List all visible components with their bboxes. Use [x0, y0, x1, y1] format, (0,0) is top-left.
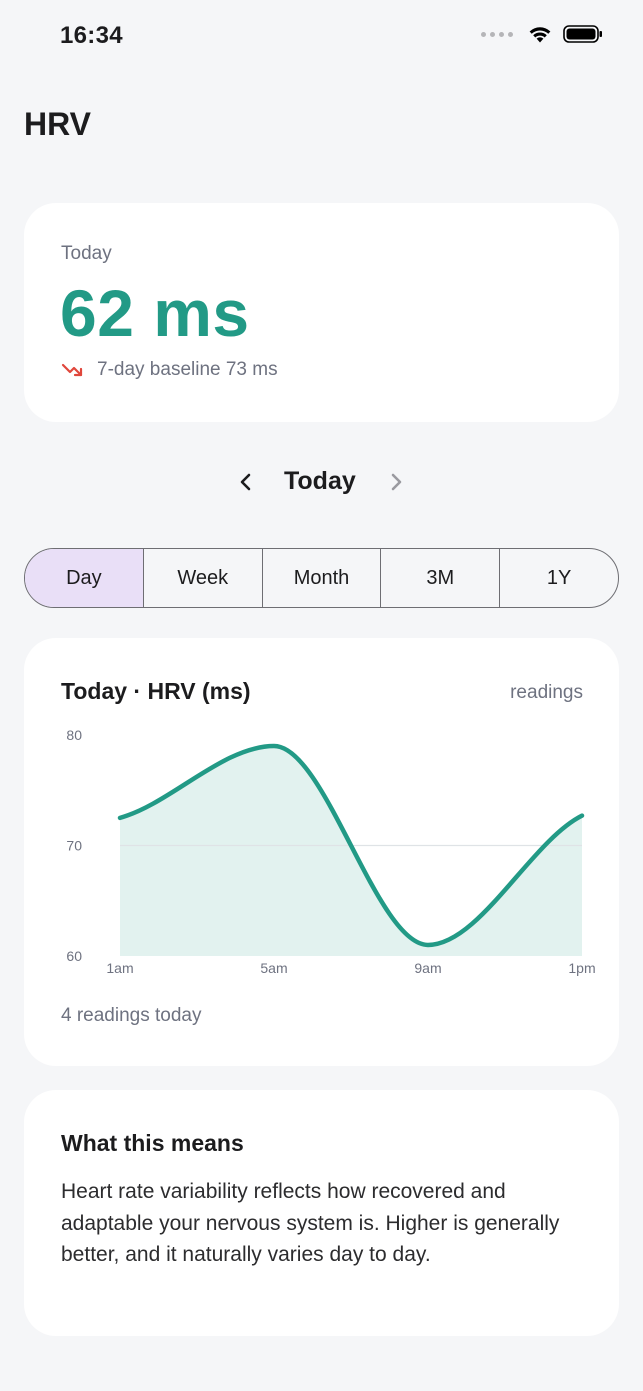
previous-day-button[interactable] — [234, 470, 258, 494]
summary-label: Today — [61, 243, 112, 264]
x-tick-label: 5am — [260, 960, 287, 976]
chart-card: Today · HRV (ms) readings 60 70 80 1am 5am 9a… — [24, 638, 619, 1066]
trend-down-icon — [61, 363, 83, 377]
x-tick-label: 1pm — [568, 960, 595, 976]
info-title: What this means — [61, 1130, 244, 1156]
segment-1y[interactable]: 1Y — [546, 566, 572, 589]
chart-title: Today · HRV (ms) — [61, 678, 251, 704]
chevron-left-icon — [240, 473, 251, 491]
chart-area — [120, 746, 582, 956]
battery-icon — [563, 25, 602, 43]
status-icons — [481, 24, 603, 44]
cellular-signal-icon — [481, 31, 513, 37]
segment-month[interactable]: Month — [263, 549, 382, 607]
chevron-right-icon — [391, 473, 402, 491]
next-day-button[interactable] — [384, 470, 408, 494]
hrv-chart: 60 70 80 1am 5am 9am 1pm — [66, 727, 595, 976]
chart-footer: 4 readings today — [61, 1005, 202, 1026]
series-line — [117, 743, 585, 948]
range-segmented-control: Day Week Month 3M 1Y — [24, 548, 619, 608]
info-body: Heart rate variability reflects how reco… — [61, 1180, 560, 1266]
hrv-value: 62 ms — [60, 276, 250, 350]
segment-day[interactable]: Day — [25, 549, 144, 607]
y-tick-label: 60 — [66, 948, 82, 964]
baseline-row: 7-day baseline 73 ms — [61, 359, 278, 381]
y-tick-label: 70 — [66, 838, 82, 854]
status-bar: 16:34 — [0, 0, 643, 74]
x-tick-label: 1am — [106, 960, 133, 976]
wifi-icon — [529, 27, 551, 43]
segment-3m[interactable]: 3M — [381, 549, 501, 607]
chart-meta: readings — [510, 682, 583, 703]
date-nav: Today — [0, 462, 643, 502]
segment-week[interactable]: Week — [144, 549, 263, 607]
summary-card: Today 62 ms 7-day baseline 73 ms — [24, 203, 619, 422]
date-label: Today — [284, 467, 356, 495]
page-title: HRV — [24, 106, 91, 142]
baseline-text: 7-day baseline 73 ms — [97, 359, 278, 380]
y-tick-label: 80 — [66, 727, 82, 743]
info-card: What this means Heart rate variability r… — [24, 1090, 619, 1336]
status-time: 16:34 — [60, 22, 123, 49]
x-tick-label: 9am — [414, 960, 441, 976]
